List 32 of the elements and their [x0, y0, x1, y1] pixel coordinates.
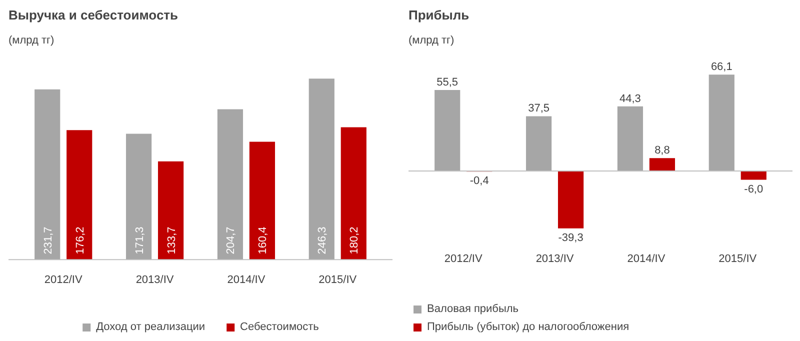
data-label: 176,2	[74, 226, 86, 254]
data-label: 171,3	[134, 226, 146, 254]
x-tick-label: 2013/IV	[536, 252, 574, 265]
legend-label: Себестоимость	[240, 321, 319, 333]
legend-label: Доход от реализации	[96, 321, 206, 333]
data-label: -0,4	[470, 175, 489, 188]
legend-label: Валовая прибыль	[427, 303, 519, 315]
chart-title: Выручка и себестоимость	[8, 8, 178, 22]
data-label: 37,5	[528, 102, 550, 115]
data-label: 44,3	[620, 92, 641, 105]
data-label: 55,5	[436, 76, 458, 88]
legend-label: Прибыль (убыток) до налогообложения	[427, 321, 630, 333]
chart-title: Прибыль	[408, 8, 470, 22]
x-tick-label: 2014/IV	[227, 274, 266, 286]
data-label: 66,1	[710, 60, 732, 73]
data-label: 204,7	[225, 226, 238, 254]
data-label: -39,3	[558, 232, 584, 244]
data-label: 180,2	[348, 226, 361, 254]
chart-subtitle: (млрд тг)	[8, 34, 54, 46]
x-tick-label: 2013/IV	[136, 274, 174, 286]
data-label: 231,7	[42, 226, 54, 254]
x-tick-label: 2014/IV	[627, 252, 666, 265]
data-label: 8,8	[654, 144, 670, 157]
x-tick-label: 2015/IV	[318, 274, 358, 286]
data-label: 133,7	[166, 226, 178, 254]
x-tick-label: 2015/IV	[718, 252, 758, 265]
data-label: 246,3	[316, 226, 329, 254]
chart-subtitle: (млрд тг)	[408, 34, 454, 46]
data-label: -6,0	[744, 183, 764, 196]
x-tick-label: 2012/IV	[444, 252, 483, 265]
x-tick-label: 2012/IV	[44, 274, 83, 286]
data-label: 160,4	[257, 226, 270, 254]
